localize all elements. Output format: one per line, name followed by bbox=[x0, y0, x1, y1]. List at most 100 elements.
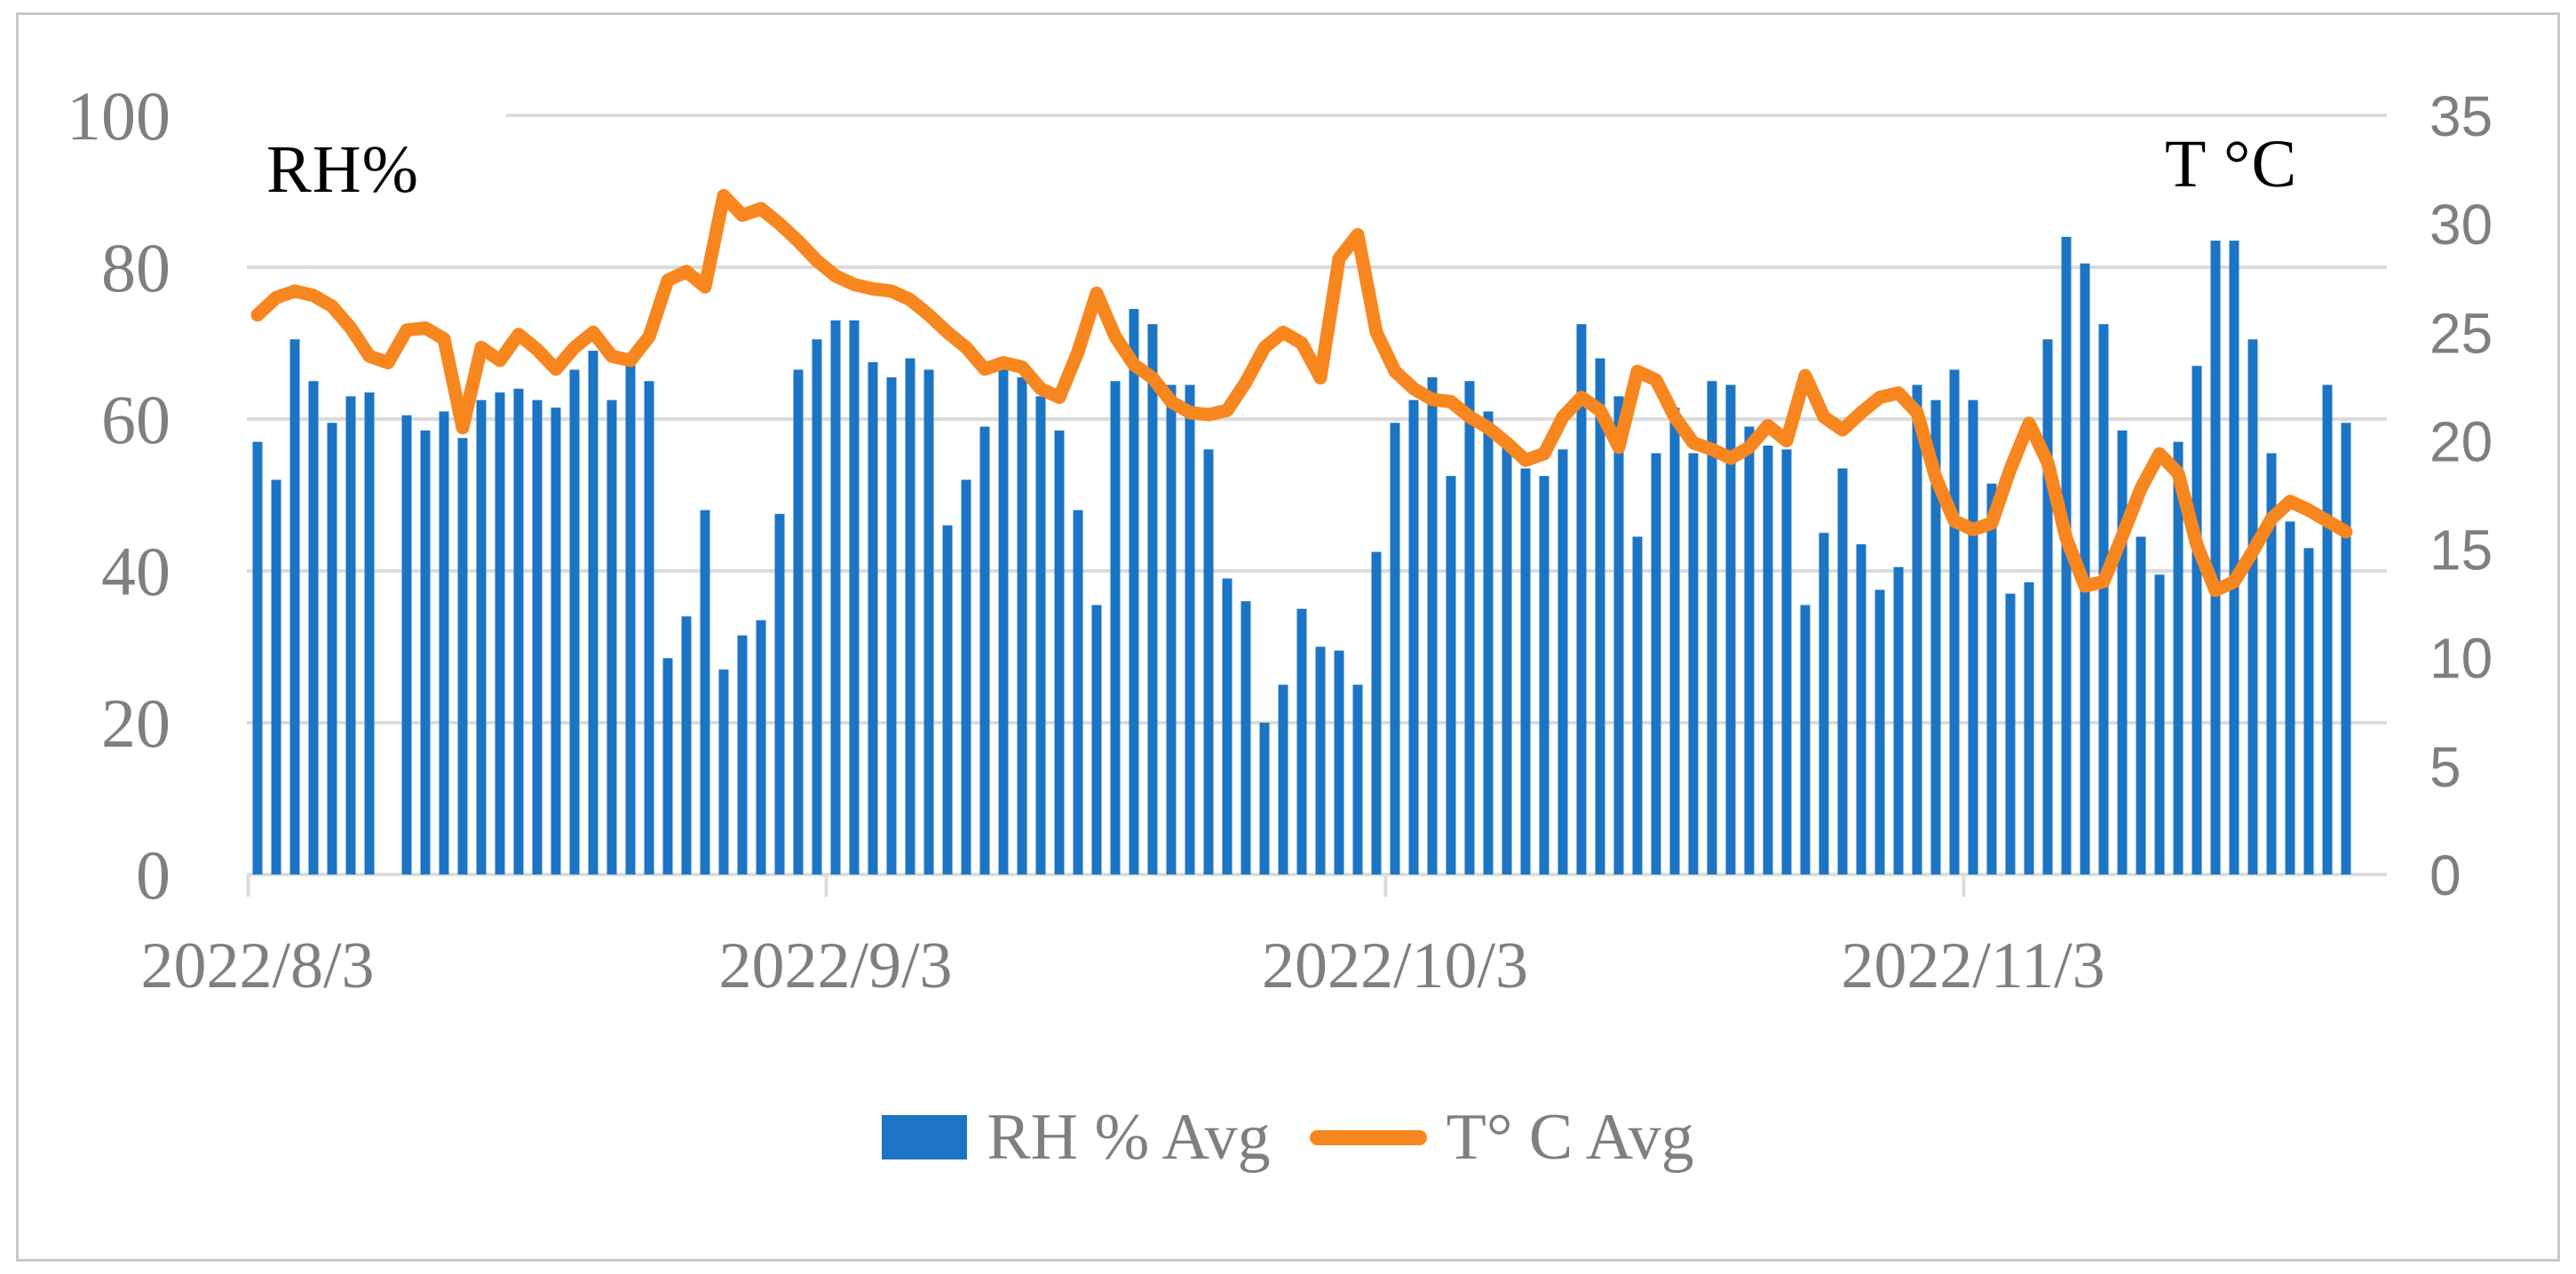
rh-bar bbox=[868, 361, 878, 874]
rh-bar bbox=[1110, 381, 1121, 874]
rh-bar bbox=[1017, 376, 1027, 875]
rh-bar bbox=[401, 415, 412, 875]
legend-bar-swatch bbox=[882, 1115, 968, 1159]
right-tick-label: 25 bbox=[2429, 301, 2493, 365]
rh-bar bbox=[2303, 548, 2314, 874]
rh-bar bbox=[495, 392, 505, 874]
legend-label-temp: T° C Avg bbox=[1446, 1101, 1694, 1174]
rh-bar bbox=[1651, 453, 1661, 874]
rh-bar bbox=[1446, 476, 1456, 874]
rh-bar bbox=[1222, 578, 1233, 874]
left-axis-ticklabels: 0 20 40 60 80 100 bbox=[67, 77, 170, 914]
right-tick-label: 0 bbox=[2429, 843, 2461, 907]
rh-bars-series bbox=[252, 236, 2351, 875]
rh-bar bbox=[1334, 650, 1344, 874]
rh-bar bbox=[1688, 453, 1699, 874]
temperature-line bbox=[250, 188, 2353, 597]
rh-bar bbox=[1893, 566, 1904, 874]
rh-bar bbox=[1781, 449, 1792, 874]
rh-bar bbox=[1520, 468, 1531, 874]
x-tick-label: 2022/8/3 bbox=[140, 930, 374, 1002]
rh-bar bbox=[345, 396, 356, 875]
rh-bar bbox=[1427, 376, 1438, 875]
rh-bar bbox=[774, 513, 785, 874]
rh-bar bbox=[1408, 400, 1419, 874]
rh-bar bbox=[1315, 646, 1326, 874]
rh-bar bbox=[271, 479, 281, 874]
rh-bar bbox=[2322, 384, 2333, 874]
rh-bar bbox=[1352, 684, 1363, 874]
left-tick-label: 0 bbox=[136, 836, 170, 914]
rh-bar bbox=[532, 400, 543, 874]
rh-bar bbox=[942, 525, 953, 874]
rh-bar bbox=[1035, 396, 1046, 875]
right-axis-ticklabels: 0 5 10 15 20 25 30 35 bbox=[2429, 84, 2493, 907]
rh-bar bbox=[1875, 590, 1885, 874]
rh-bar bbox=[1539, 476, 1550, 874]
left-tick-label: 100 bbox=[67, 77, 170, 154]
x-tick-label: 2022/10/3 bbox=[1262, 930, 1528, 1002]
rh-bar bbox=[1912, 384, 1922, 874]
rh-bar bbox=[2229, 241, 2239, 874]
rh-bar bbox=[1856, 544, 1867, 874]
left-tick-label: 60 bbox=[101, 381, 170, 458]
rh-bar bbox=[2210, 241, 2221, 874]
rh-bar bbox=[793, 369, 804, 874]
rh-bar bbox=[1557, 449, 1568, 874]
rh-bar bbox=[1930, 400, 1941, 874]
right-tick-label: 5 bbox=[2429, 735, 2461, 799]
rh-bar bbox=[1278, 684, 1288, 874]
rh-bar bbox=[364, 392, 375, 874]
rh-bar bbox=[1819, 533, 1829, 874]
x-axis-ticklabels: 2022/8/3 2022/9/3 2022/10/3 2022/11/3 bbox=[140, 930, 2104, 1002]
rh-bar bbox=[1968, 400, 1978, 874]
rh-bar bbox=[718, 669, 729, 874]
rh-bar bbox=[979, 426, 990, 874]
rh-bar bbox=[1240, 601, 1251, 874]
rh-bar bbox=[551, 408, 561, 874]
right-tick-label: 30 bbox=[2429, 193, 2493, 257]
rh-bar bbox=[289, 339, 300, 875]
right-tick-label: 35 bbox=[2429, 84, 2493, 148]
rh-bar bbox=[1725, 384, 1736, 874]
rh-bar bbox=[308, 381, 319, 874]
rh-bar bbox=[606, 400, 617, 874]
rh-bar bbox=[476, 400, 487, 874]
legend-label-rh: RH % Avg bbox=[987, 1101, 1271, 1174]
rh-bar bbox=[1073, 510, 1083, 874]
rh-bar bbox=[1166, 384, 1177, 874]
rh-bar bbox=[1502, 438, 1512, 874]
rh-bar bbox=[1986, 483, 1997, 874]
rh-bar bbox=[1203, 449, 1214, 874]
rh-bar bbox=[2266, 453, 2277, 874]
rh-bar bbox=[700, 510, 710, 874]
rh-bar bbox=[327, 423, 337, 874]
x-axis-tickmarks bbox=[246, 874, 1966, 897]
rh-bar bbox=[737, 635, 748, 874]
rh-bar bbox=[2154, 574, 2165, 874]
rh-bar bbox=[849, 320, 860, 875]
rh-bar bbox=[1707, 381, 1717, 874]
rh-bar bbox=[830, 320, 841, 875]
rh-bar bbox=[569, 369, 580, 874]
legend: RH % Avg T° C Avg bbox=[0, 1104, 2576, 1170]
legend-item-rh: RH % Avg bbox=[882, 1101, 1271, 1174]
rh-bar bbox=[2117, 430, 2128, 874]
x-tick-label: 2022/9/3 bbox=[718, 930, 952, 1002]
rh-bar bbox=[812, 339, 822, 875]
rh-bar bbox=[2098, 324, 2109, 874]
x-tick-label: 2022/11/3 bbox=[1841, 930, 2104, 1002]
right-axis-title: T °C bbox=[2165, 127, 2298, 202]
rh-bar bbox=[2192, 366, 2202, 874]
rh-bar bbox=[2173, 441, 2184, 874]
rh-bar bbox=[1763, 445, 1773, 874]
right-tick-label: 20 bbox=[2429, 409, 2493, 473]
rh-bar bbox=[2005, 593, 2016, 874]
rh-bar bbox=[2247, 339, 2258, 875]
rh-bar bbox=[588, 351, 598, 874]
rh-bar bbox=[1595, 358, 1605, 875]
rh-bar bbox=[439, 411, 449, 874]
rh-bar bbox=[513, 388, 524, 874]
